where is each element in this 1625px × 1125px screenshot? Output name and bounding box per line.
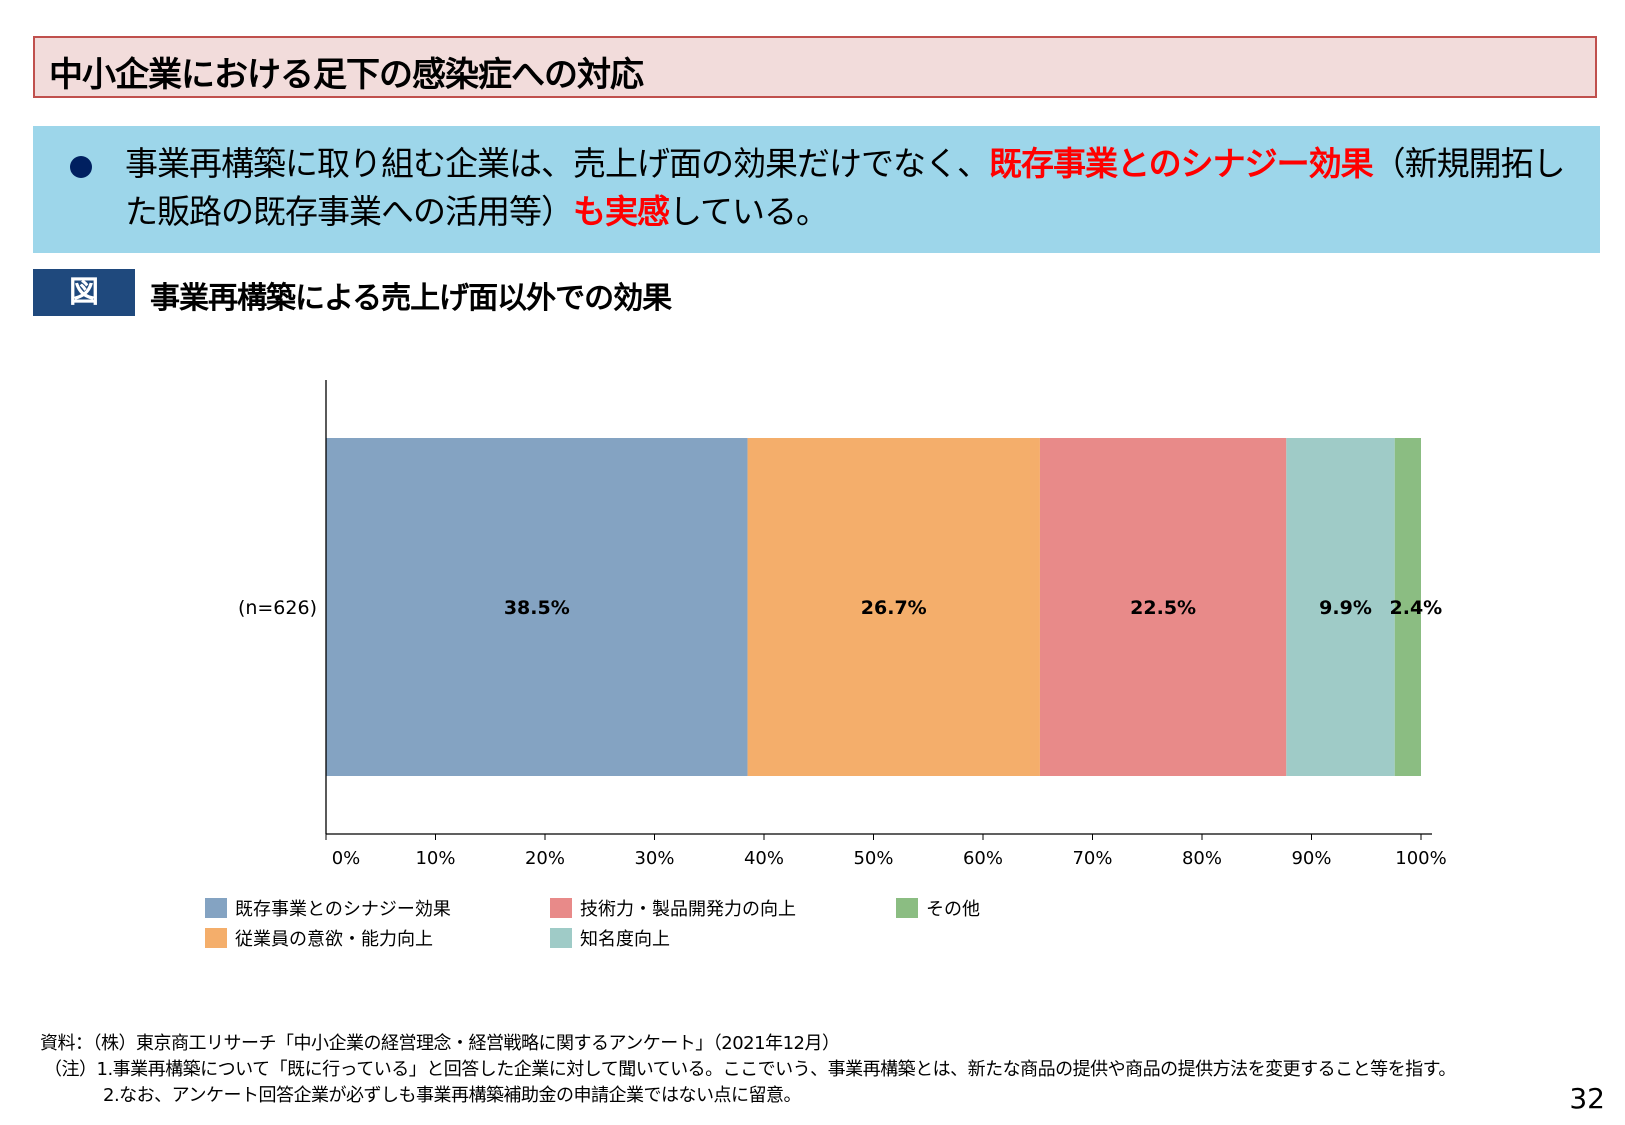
summary-highlight: も実感: [573, 192, 670, 231]
legend-item: 技術力・製品開発力の向上: [550, 895, 796, 921]
x-tick-label: 90%: [1291, 848, 1331, 869]
legend-label: 知名度向上: [580, 929, 670, 950]
legend-item: 知名度向上: [550, 925, 670, 951]
legend-label: 既存事業とのシナジー効果: [235, 899, 451, 920]
x-tick-label: 10%: [415, 848, 455, 869]
title-box: 中小企業における足下の感染症への対応: [33, 36, 1597, 98]
x-tick-label: 20%: [525, 848, 565, 869]
legend-item: その他: [896, 895, 980, 921]
x-tick-label: 100%: [1395, 848, 1446, 869]
page-number: 32: [1569, 1082, 1605, 1115]
source-note: 資料：（株）東京商工リサーチ「中小企業の経営理念・経営戦略に関するアンケート」（…: [40, 1033, 840, 1054]
bar-segment: [326, 438, 748, 776]
data-label: 22.5%: [1130, 597, 1196, 619]
data-label: 2.4%: [1390, 597, 1443, 619]
x-tick-label: 70%: [1072, 848, 1112, 869]
summary-highlight: 既存事業とのシナジー効果: [989, 144, 1374, 183]
legend-swatch: [896, 898, 918, 918]
summary-part: 事業再構築に取り組む企業は、売上げ面の効果だけでなく、: [125, 144, 990, 183]
stacked-bar-chart: 38.5% 26.7% 22.5% 9.9% 2.4% (n=626) 0% 10% 20% 30…: [238, 380, 1447, 869]
bar-segment: [1394, 438, 1421, 776]
data-label: 26.7%: [861, 597, 927, 619]
summary-part: （新規開拓した販路の既存事業への活用等）: [125, 144, 1566, 231]
summary-box: [33, 126, 1600, 253]
legend-label: 技術力・製品開発力の向上: [580, 899, 796, 920]
bar-segment: [1039, 438, 1287, 776]
x-tick-label: 0%: [332, 848, 361, 869]
legend-item: 既存事業とのシナジー効果: [205, 895, 451, 921]
category-label: (n=626): [238, 597, 317, 619]
bar-segment: [747, 438, 1040, 776]
data-label: 38.5%: [504, 597, 570, 619]
x-tick-label: 50%: [853, 848, 893, 869]
legend-swatch: [205, 928, 227, 948]
legend-label: その他: [926, 899, 980, 920]
x-tick-label: 80%: [1182, 848, 1222, 869]
bar-segment: [1286, 438, 1395, 776]
figure-title: 事業再構築による売上げ面以外での効果: [150, 281, 672, 316]
x-tick-label: 40%: [744, 848, 784, 869]
note-2: 2.なお、アンケート回答企業が必ずしも事業再構築補助金の申請企業ではない点に留意…: [103, 1085, 801, 1106]
x-tick-label: 60%: [963, 848, 1003, 869]
bullet-icon: [70, 156, 92, 178]
summary-part: している。: [669, 192, 829, 231]
legend-swatch: [205, 898, 227, 918]
data-label: 9.9%: [1319, 597, 1372, 619]
legend-swatch: [550, 898, 572, 918]
note-1: （注）1.事業再構築について「既に行っている」と回答した企業に対して聞いている。…: [44, 1059, 1456, 1080]
page-title: 中小企業における足下の感染症への対応: [49, 55, 644, 95]
x-tick-label: 30%: [634, 848, 674, 869]
summary-text: 事業再構築に取り組む企業は、売上げ面の効果だけでなく、既存事業とのシナジー効果（…: [125, 140, 1566, 236]
legend-item: 従業員の意欲・能力向上: [205, 925, 433, 951]
legend-label: 従業員の意欲・能力向上: [235, 929, 433, 950]
legend-swatch: [550, 928, 572, 948]
figure-label: 図: [33, 269, 135, 316]
